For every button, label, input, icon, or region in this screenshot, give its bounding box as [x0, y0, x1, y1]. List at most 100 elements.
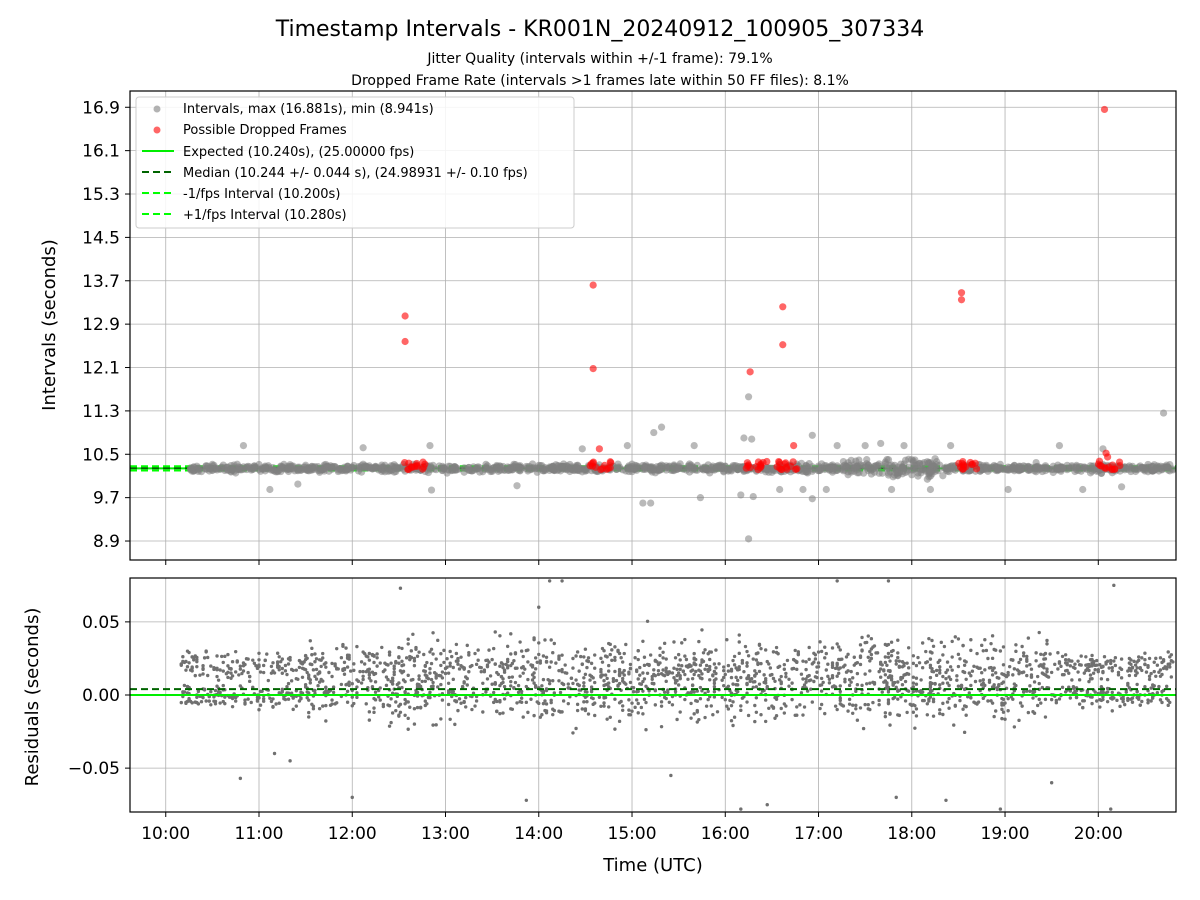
residual-point — [474, 662, 479, 667]
residual-point — [622, 673, 626, 677]
residual-point — [583, 707, 588, 711]
residual-point — [442, 648, 446, 653]
residual-point — [428, 671, 432, 675]
residual-point — [544, 655, 549, 660]
residual-point — [869, 652, 874, 657]
residual-point — [373, 690, 378, 694]
residual-point — [980, 671, 984, 675]
residual-point — [383, 661, 387, 665]
residual-point — [415, 705, 420, 710]
interval-point — [451, 463, 459, 471]
residual-point — [314, 677, 319, 681]
residual-point — [1155, 691, 1160, 695]
residual-point — [313, 652, 317, 656]
interval-point — [696, 494, 705, 502]
residual-point — [429, 661, 434, 666]
interval-point — [614, 460, 622, 468]
residual-point — [1085, 666, 1090, 671]
residual-point — [524, 700, 529, 705]
residual-point — [226, 664, 230, 668]
residual-point — [1025, 689, 1029, 693]
residual-point — [888, 669, 892, 673]
residual-point — [889, 674, 894, 678]
legend-label-expected: Expected (10.240s), (25.00000 fps) — [183, 145, 414, 160]
residual-point — [762, 680, 766, 685]
residual-point — [835, 707, 839, 712]
residual-point — [310, 646, 314, 651]
residual-point — [871, 700, 875, 705]
residual-point — [439, 717, 443, 721]
residual-point — [491, 646, 496, 651]
residual-point — [588, 678, 592, 682]
residual-point — [930, 666, 934, 671]
residual-point — [844, 655, 849, 659]
residual-point — [586, 659, 591, 664]
residual-point — [882, 669, 886, 673]
residual-point — [818, 640, 822, 644]
residual-point — [801, 713, 805, 717]
interval-point — [881, 460, 889, 468]
residual-point — [423, 699, 428, 703]
residual-point — [465, 683, 469, 687]
residual-point — [1068, 664, 1073, 668]
residual-point — [238, 684, 243, 688]
residual-point — [1149, 671, 1153, 676]
residual-point — [722, 683, 726, 688]
residual-point — [692, 672, 696, 677]
residual-point — [1001, 663, 1006, 667]
residual-point — [952, 723, 956, 727]
residual-point — [1071, 665, 1076, 669]
residual-point — [897, 713, 902, 718]
residual-point — [359, 681, 364, 685]
residual-point — [1037, 697, 1041, 702]
residual-point — [914, 663, 919, 668]
residual-point — [703, 715, 707, 720]
dropped-frame-point — [966, 458, 974, 467]
interval-point — [323, 462, 331, 470]
residual-point — [448, 649, 452, 654]
residual-point — [847, 702, 852, 706]
residual-point — [221, 660, 225, 665]
residual-point — [753, 674, 757, 678]
residual-point — [647, 663, 651, 668]
residual-point — [602, 701, 606, 705]
interval-point — [908, 471, 916, 479]
residual-point — [973, 701, 978, 705]
residual-point — [1171, 660, 1175, 664]
residual-point — [708, 664, 712, 669]
residual-point — [678, 676, 682, 680]
residual-point — [549, 660, 553, 664]
residual-point — [398, 586, 403, 590]
residual-point — [948, 665, 953, 669]
residual-point — [454, 642, 459, 647]
residual-point — [439, 652, 443, 656]
residual-point — [650, 677, 654, 681]
residual-point — [403, 702, 407, 706]
residual-point — [765, 659, 769, 664]
residual-point — [1045, 670, 1049, 674]
residual-point — [1146, 698, 1150, 702]
residual-point — [529, 697, 533, 701]
residual-point — [774, 645, 779, 650]
residual-point — [1087, 662, 1091, 667]
residual-point — [734, 675, 738, 680]
residual-point — [215, 654, 219, 658]
residual-point — [422, 669, 426, 673]
residual-point — [938, 668, 942, 672]
residual-point — [195, 657, 199, 662]
residual-point — [972, 664, 976, 668]
residual-point — [277, 701, 281, 705]
residual-point — [479, 670, 483, 674]
residual-point — [1164, 684, 1169, 689]
residual-point — [569, 676, 574, 680]
residual-point — [920, 641, 925, 645]
residual-point — [675, 717, 679, 722]
residual-point — [1169, 675, 1174, 679]
residual-point — [928, 675, 933, 680]
residual-point — [509, 652, 513, 656]
residual-point — [729, 719, 734, 723]
residual-point — [610, 648, 614, 652]
residual-point — [1042, 653, 1046, 657]
residual-point — [1133, 663, 1138, 667]
